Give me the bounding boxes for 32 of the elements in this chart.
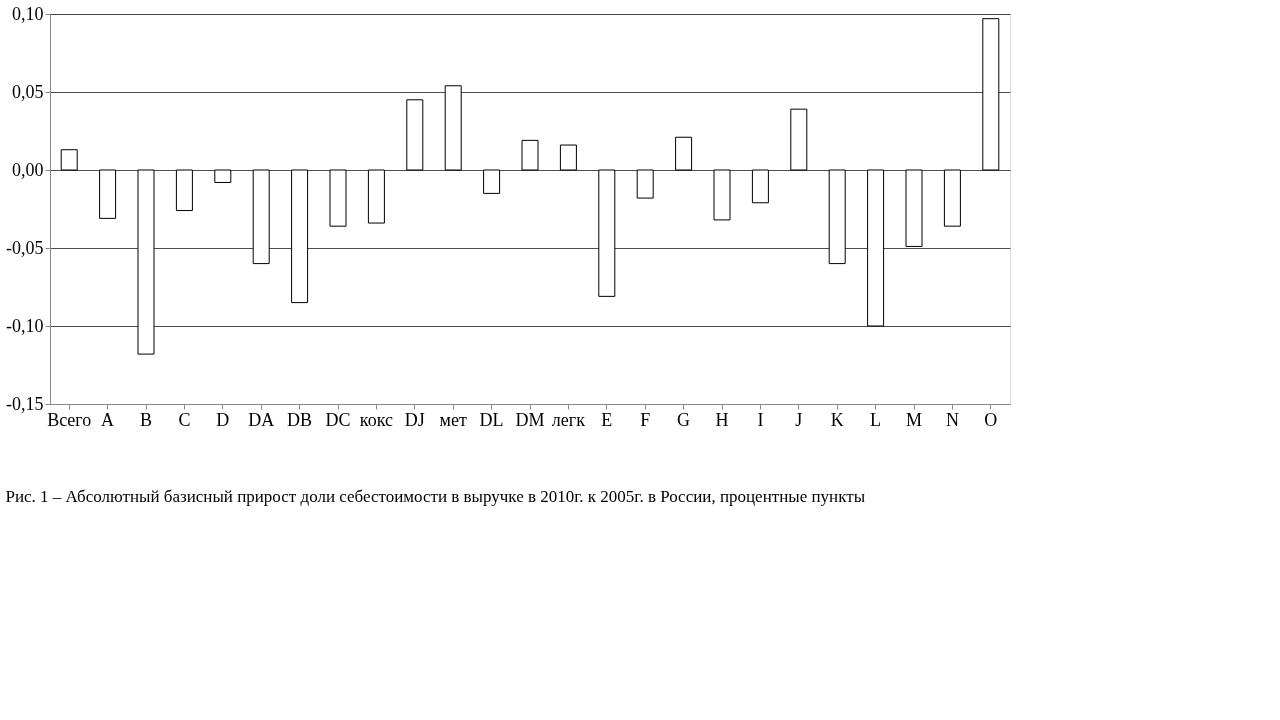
y-tick-label: 0,05 [12, 81, 44, 102]
y-tick-label: 0,10 [12, 3, 44, 24]
x-tick-label: C [178, 409, 191, 430]
x-tick-label: H [715, 409, 729, 430]
x-tick-label: DB [287, 409, 313, 430]
x-tick-label: K [830, 409, 844, 430]
x-tick-label: J [795, 409, 803, 430]
y-tick-label: -0,05 [6, 237, 44, 258]
x-tick-label: B [139, 409, 153, 430]
y-tick-label: 0,00 [12, 159, 44, 180]
x-tick-label: кокс [359, 409, 393, 430]
x-tick-label: O [984, 409, 998, 430]
x-tick-label: DJ [404, 409, 425, 430]
x-tick-label: легк [551, 409, 586, 430]
x-tick-label: M [905, 409, 923, 430]
x-tick-label: F [640, 409, 651, 430]
x-tick-label: Всего [47, 409, 92, 430]
x-tick-label: мет [439, 409, 467, 430]
x-tick-label: A [101, 409, 115, 430]
text: Рис. 1 – Абсолютный базисный прирост доли себестоимости в выручке в 2010г. к 2005г. в России, процентные пункты [5, 487, 866, 506]
x-tick-label: G [677, 409, 691, 430]
x-tick-label: L [870, 409, 882, 430]
x-tick-label: DA [248, 409, 275, 430]
x-tick-label: D [216, 409, 230, 430]
y-tick-label: -0,15 [6, 393, 44, 414]
x-tick-label: E [601, 409, 613, 430]
x-tick-label: DM [515, 409, 545, 430]
y-tick-label: -0,10 [6, 315, 44, 336]
x-tick-label: DL [479, 409, 504, 430]
x-tick-label: I [757, 409, 764, 430]
x-tick-label: DC [325, 409, 351, 430]
x-tick-label: N [945, 409, 959, 430]
